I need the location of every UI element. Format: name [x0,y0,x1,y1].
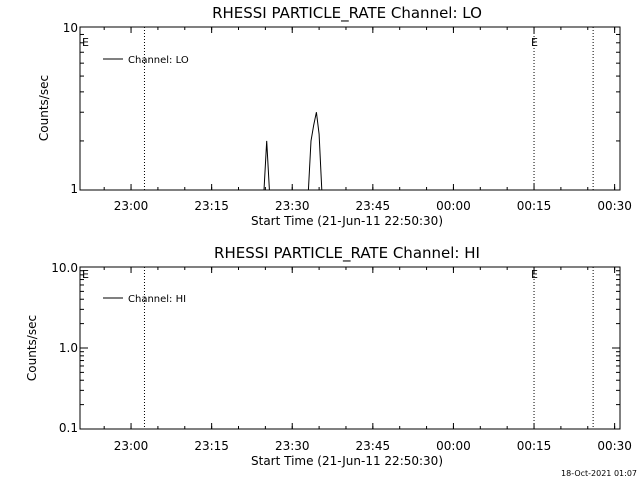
x-axis-label: Start Time (21-Jun-11 22:50:30) [251,214,443,228]
y-minor-ticks [80,26,620,191]
event-marker: E [531,36,538,49]
x-tick-label: 23:15 [194,199,229,213]
vertical-lines [143,27,594,190]
plot-frame [79,26,621,191]
legend-label: Channel: LO [128,55,189,66]
y-tick-label: 1 [70,182,78,196]
panel-hi: RHESSI PARTICLE_RATE Channel: HI Counts/… [25,244,632,468]
x-tick-label: 00:00 [436,199,471,213]
event-marker: E [82,268,89,281]
x-tick-label: 23:00 [114,439,149,453]
event-marker: E [531,268,538,281]
x-tick-label: 00:00 [436,439,471,453]
x-tick-label: 23:00 [114,199,149,213]
timestamp: 18-Oct-2021 01:07 [561,469,637,478]
x-tick-label: 23:30 [275,199,310,213]
x-ticks: 23:00 23:15 23:30 23:45 00:00 00:15 00:30 [103,267,632,453]
y-axis-label: Counts/sec [37,75,51,141]
legend-label: Channel: HI [128,294,186,305]
event-marker: E [82,36,89,49]
x-tick-label: 23:45 [356,439,391,453]
x-axis-label: Start Time (21-Jun-11 22:50:30) [251,454,443,468]
y-tick-label: 1.0 [59,341,78,355]
vertical-lines [143,267,594,429]
x-tick-label: 00:30 [597,199,632,213]
chart-title: RHESSI PARTICLE_RATE Channel: LO [212,4,482,23]
x-ticks: 23:00 23:15 23:30 23:45 00:00 00:15 00:30 [103,27,632,213]
x-tick-label: 00:30 [597,439,632,453]
y-minor-ticks [80,266,620,430]
x-tick-label: 00:15 [517,439,552,453]
x-tick-label: 23:45 [356,199,391,213]
series-line-lo [263,112,323,191]
y-tick-label: 10.0 [51,261,78,275]
panel-lo: RHESSI PARTICLE_RATE Channel: LO Counts/… [37,4,632,228]
x-tick-label: 23:15 [194,439,229,453]
x-tick-label: 23:30 [275,439,310,453]
plot-frame [79,266,621,430]
x-tick-label: 00:15 [517,199,552,213]
y-axis-label: Counts/sec [25,315,39,381]
y-tick-label: 0.1 [59,421,78,435]
y-tick-label: 10 [63,21,78,35]
chart-title: RHESSI PARTICLE_RATE Channel: HI [214,244,480,263]
